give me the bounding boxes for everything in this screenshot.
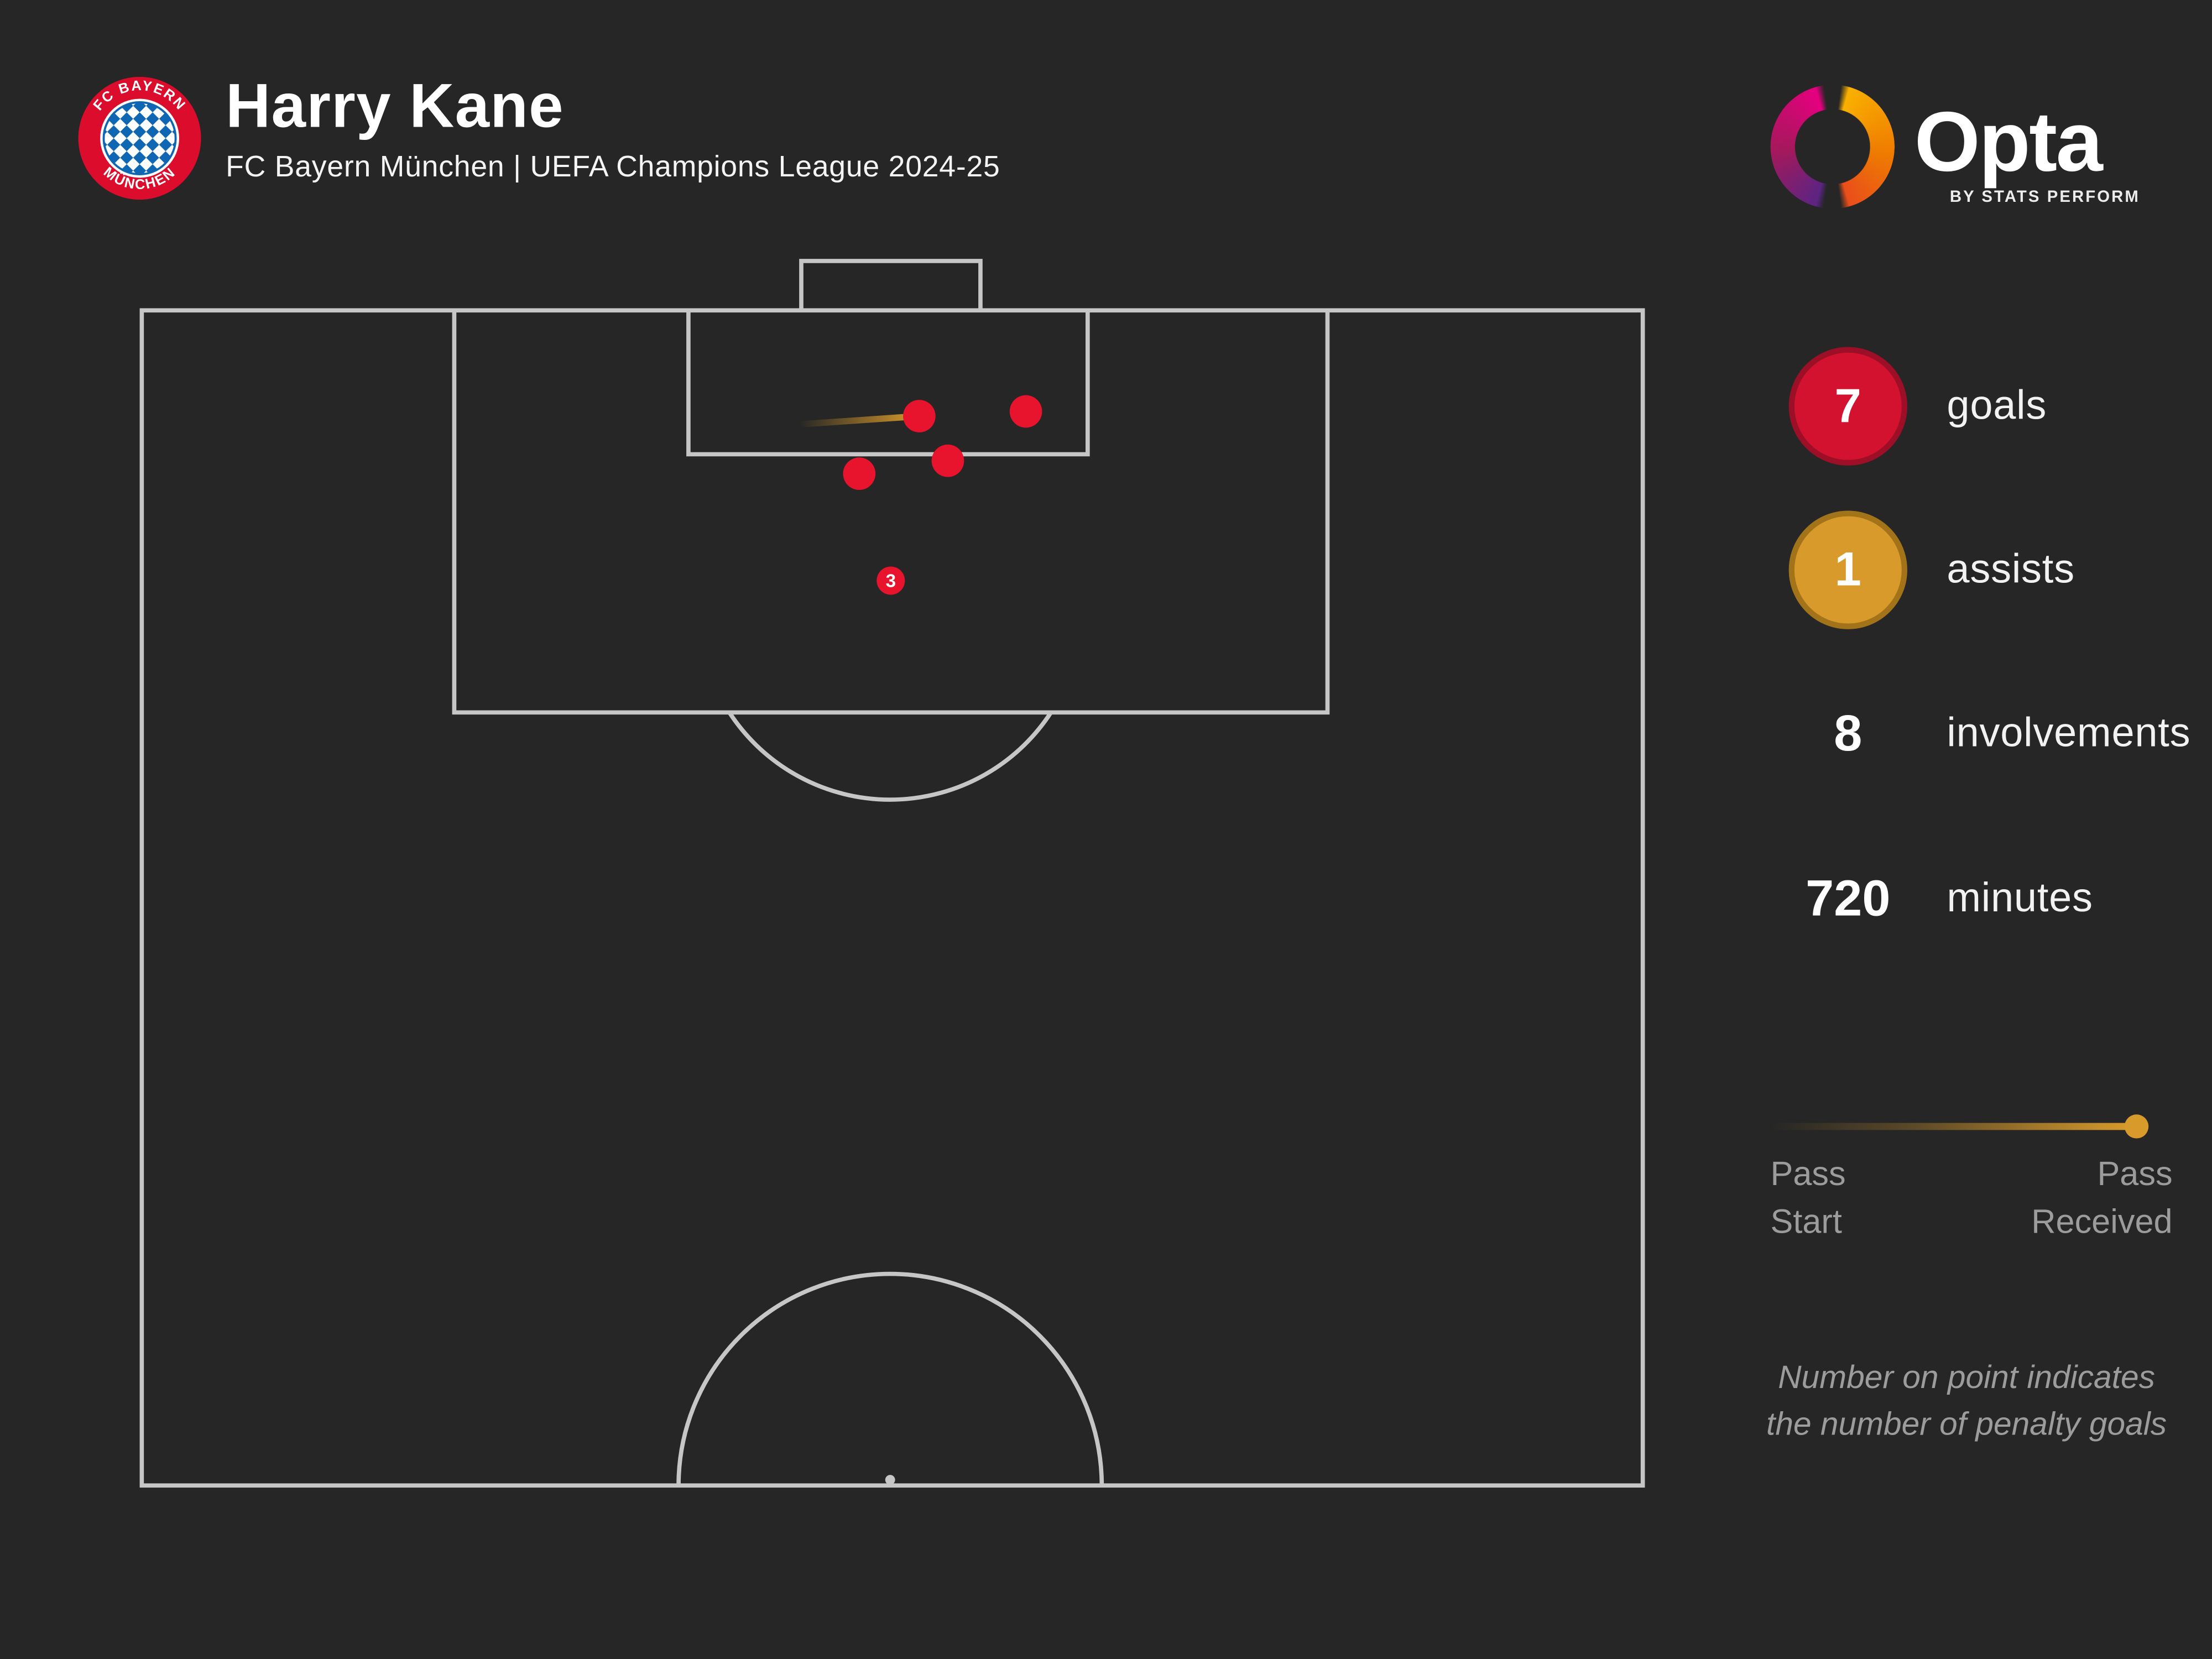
penalty-area-box <box>452 310 1330 715</box>
penalty-goals-count: 3 <box>886 571 896 591</box>
assists-badge: 1 <box>1788 510 1907 629</box>
centre-circle-half <box>676 1271 1104 1486</box>
assists-label: assists <box>1947 546 2075 592</box>
stat-row-involvements: 8 involvements <box>1749 674 2212 792</box>
legend-pass-start-line2: Start <box>1770 1203 1842 1241</box>
goal-dot <box>931 444 964 477</box>
footnote-line2: the number of penalty goals <box>1766 1405 2167 1442</box>
legend-pass-start-line1: Pass <box>1770 1155 1846 1194</box>
legend-pass-received-line1: Pass <box>2097 1155 2173 1194</box>
minutes-label: minutes <box>1947 875 2093 921</box>
pass-received-dot <box>2124 1114 2149 1139</box>
stat-row-assists: 1 assists <box>1749 510 2212 629</box>
goals-label: goals <box>1947 383 2047 429</box>
six-yard-box <box>686 310 1090 457</box>
shot-layer: 3 <box>796 395 1042 595</box>
opta-logo-icon <box>1770 85 1895 209</box>
penalty-arc <box>727 711 1053 802</box>
involvements-label: involvements <box>1947 710 2191 756</box>
penalty-goals-dot <box>877 566 905 595</box>
assists-value: 1 <box>1834 542 1861 596</box>
page-subtitle: FC Bayern München | UEFA Champions Leagu… <box>226 151 1000 184</box>
pitch-boundary <box>139 308 1645 1488</box>
opta-brand: Opta BY STATS PERFORM <box>1767 82 2190 223</box>
goals-value: 7 <box>1834 378 1861 432</box>
page-title: Harry Kane <box>226 72 564 142</box>
goal-dot <box>843 457 876 490</box>
involvements-value-col: 8 <box>1749 704 1947 763</box>
legend-pass-received-line2: Received <box>2031 1203 2173 1241</box>
penalty-footnote: Number on point indicates the number of … <box>1710 1354 2212 1447</box>
assists-badge-col: 1 <box>1749 510 1947 629</box>
pass-gradient-line <box>1770 1123 2132 1130</box>
goals-badge: 7 <box>1788 347 1907 466</box>
opta-wordmark: Opta <box>1914 94 2103 189</box>
bayern-munich-crest-logo: FC BAYERN MÜNCHEN <box>78 77 201 200</box>
minutes-value: 720 <box>1806 869 1891 927</box>
minutes-value-col: 720 <box>1749 869 1947 928</box>
stat-row-minutes: 720 minutes <box>1749 839 2212 958</box>
centre-spot <box>885 1475 895 1485</box>
opta-tagline: BY STATS PERFORM <box>1949 189 2140 206</box>
crest-lozenge-core <box>102 101 177 175</box>
goal-dot <box>1009 395 1042 428</box>
assist-pass-line <box>796 413 923 428</box>
goal-frame <box>799 259 983 311</box>
stat-row-goals: 7 goals <box>1749 347 2212 466</box>
legend-pass-start: Pass Start <box>1771 1151 1846 1247</box>
involvements-value: 8 <box>1834 703 1863 762</box>
legend-pass-received: Pass Received <box>1918 1151 2172 1247</box>
footnote-line1: Number on point indicates <box>1778 1358 2155 1395</box>
pitch-lines <box>139 259 1645 1488</box>
goals-badge-col: 7 <box>1749 347 1947 466</box>
shot-map-pitch: 3 <box>139 259 1645 1488</box>
goal-dot <box>903 400 936 432</box>
header: Harry Kane FC Bayern München | UEFA Cham… <box>226 72 1000 186</box>
